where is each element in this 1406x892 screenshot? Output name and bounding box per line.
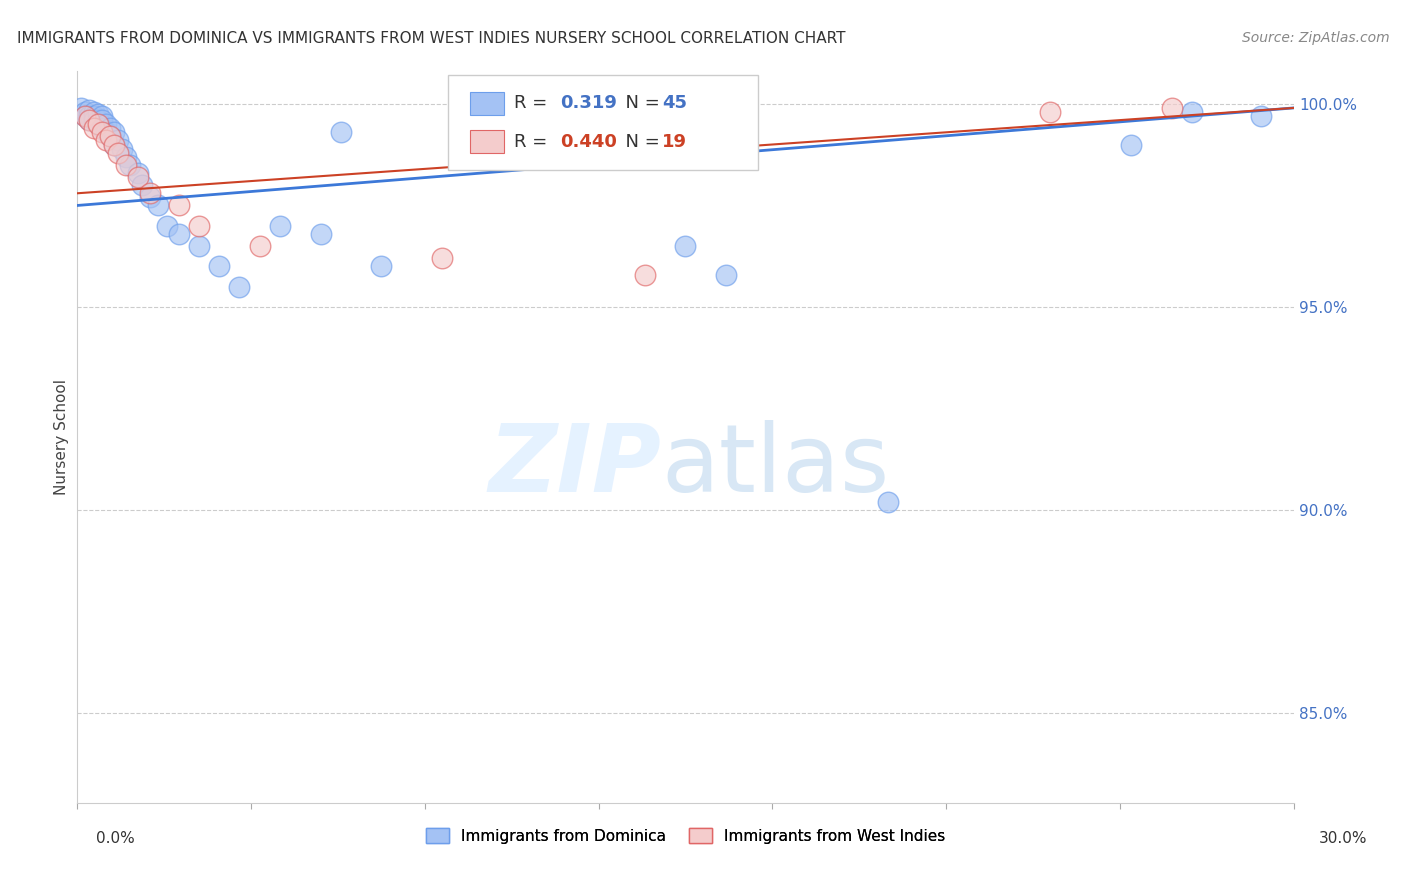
FancyBboxPatch shape <box>470 130 505 153</box>
Point <box>103 125 125 139</box>
Text: 0.440: 0.440 <box>560 133 617 151</box>
Point <box>370 260 392 274</box>
Point <box>86 117 108 131</box>
Point <box>70 101 93 115</box>
Point <box>90 109 112 123</box>
Point <box>103 137 125 152</box>
Point <box>155 219 177 233</box>
Point <box>98 129 121 144</box>
Point <box>188 239 211 253</box>
Text: 19: 19 <box>662 133 688 151</box>
Text: N =: N = <box>613 94 665 112</box>
Point <box>79 109 101 123</box>
Point <box>188 219 211 233</box>
Point <box>877 495 900 509</box>
Point <box>139 186 162 201</box>
Text: N =: N = <box>613 133 665 151</box>
Point <box>79 113 101 128</box>
Text: R =: R = <box>515 94 553 112</box>
Point <box>79 113 101 128</box>
Text: R =: R = <box>515 133 553 151</box>
Point <box>148 198 170 212</box>
Point <box>634 268 657 282</box>
Text: ZIP: ZIP <box>488 420 661 512</box>
Point <box>329 125 352 139</box>
Point <box>90 121 112 136</box>
Text: 45: 45 <box>662 94 688 112</box>
Point <box>75 105 97 120</box>
Point <box>79 103 101 117</box>
FancyBboxPatch shape <box>470 92 505 115</box>
Point <box>86 107 108 121</box>
Point <box>430 252 453 266</box>
Point <box>83 109 105 123</box>
Point <box>83 113 105 128</box>
Point <box>139 190 162 204</box>
Point <box>115 150 138 164</box>
Point <box>1181 105 1204 120</box>
Point <box>94 125 117 139</box>
Point <box>83 121 105 136</box>
Point <box>107 133 129 147</box>
Point <box>98 121 121 136</box>
Legend: Immigrants from Dominica, Immigrants from West Indies: Immigrants from Dominica, Immigrants fro… <box>419 822 952 850</box>
Point <box>131 178 153 193</box>
Point <box>208 260 231 274</box>
Point <box>228 279 250 293</box>
Point <box>90 113 112 128</box>
Point <box>167 198 190 212</box>
Point <box>675 239 697 253</box>
Point <box>75 109 97 123</box>
Point <box>115 158 138 172</box>
Text: 0.0%: 0.0% <box>96 831 135 846</box>
Point <box>86 113 108 128</box>
Point <box>107 145 129 160</box>
Point <box>1121 137 1143 152</box>
Point <box>127 166 149 180</box>
Point <box>90 125 112 139</box>
Point <box>512 109 534 123</box>
Point <box>269 219 291 233</box>
Text: 0.319: 0.319 <box>560 94 617 112</box>
Point <box>94 117 117 131</box>
Text: Source: ZipAtlas.com: Source: ZipAtlas.com <box>1241 31 1389 45</box>
Y-axis label: Nursery School: Nursery School <box>53 379 69 495</box>
Point <box>118 158 141 172</box>
Point <box>1250 109 1272 123</box>
Point <box>167 227 190 241</box>
Point <box>94 133 117 147</box>
Point <box>75 109 97 123</box>
Point <box>714 268 737 282</box>
Point <box>127 169 149 184</box>
Point <box>1161 101 1184 115</box>
Point <box>111 142 134 156</box>
Point <box>309 227 332 241</box>
FancyBboxPatch shape <box>449 75 758 170</box>
Point <box>1039 105 1062 120</box>
Point <box>83 105 105 120</box>
Point <box>249 239 271 253</box>
Point <box>98 129 121 144</box>
Point <box>103 137 125 152</box>
Point <box>86 117 108 131</box>
Text: atlas: atlas <box>661 420 890 512</box>
Text: 30.0%: 30.0% <box>1319 831 1367 846</box>
Text: IMMIGRANTS FROM DOMINICA VS IMMIGRANTS FROM WEST INDIES NURSERY SCHOOL CORRELATI: IMMIGRANTS FROM DOMINICA VS IMMIGRANTS F… <box>17 31 845 46</box>
